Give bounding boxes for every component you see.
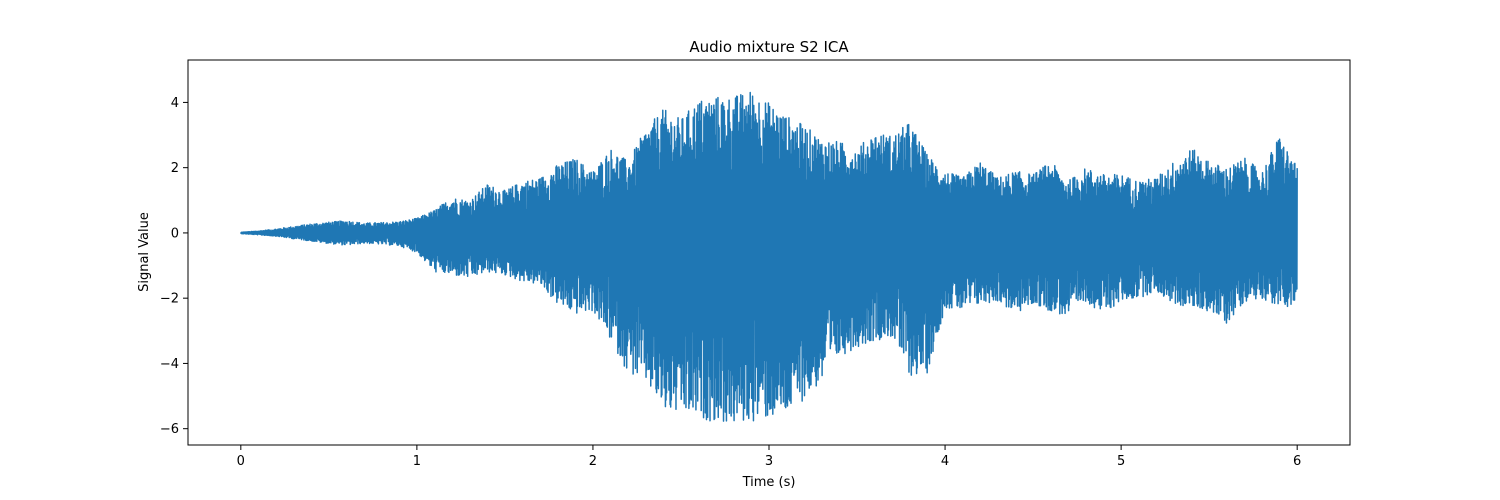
x-tick-label: 0: [237, 454, 245, 469]
x-tick-label: 4: [941, 454, 949, 469]
x-tick-label: 5: [1117, 454, 1125, 469]
y-axis: −6 −4 −2 0 2 4: [160, 96, 188, 437]
signal-series-line: [240, 91, 1298, 422]
x-tick-label: 6: [1293, 454, 1301, 469]
x-tick-label: 1: [413, 454, 421, 469]
x-axis: 0 1 2 3 4 5 6: [237, 445, 1301, 469]
y-tick-label: −4: [160, 357, 179, 372]
y-axis-label: Signal Value: [137, 212, 152, 292]
x-tick-label: 2: [589, 454, 597, 469]
x-tick-label: 3: [765, 454, 773, 469]
chart-title: Audio mixture S2 ICA: [689, 38, 849, 56]
waveform-layer: [240, 91, 1298, 422]
y-tick-label: 0: [171, 226, 179, 241]
y-tick-label: 4: [171, 96, 179, 111]
x-axis-label: Time (s): [742, 475, 796, 490]
y-tick-label: −2: [160, 292, 179, 307]
y-tick-label: 2: [171, 161, 179, 176]
y-tick-label: −6: [160, 422, 179, 437]
